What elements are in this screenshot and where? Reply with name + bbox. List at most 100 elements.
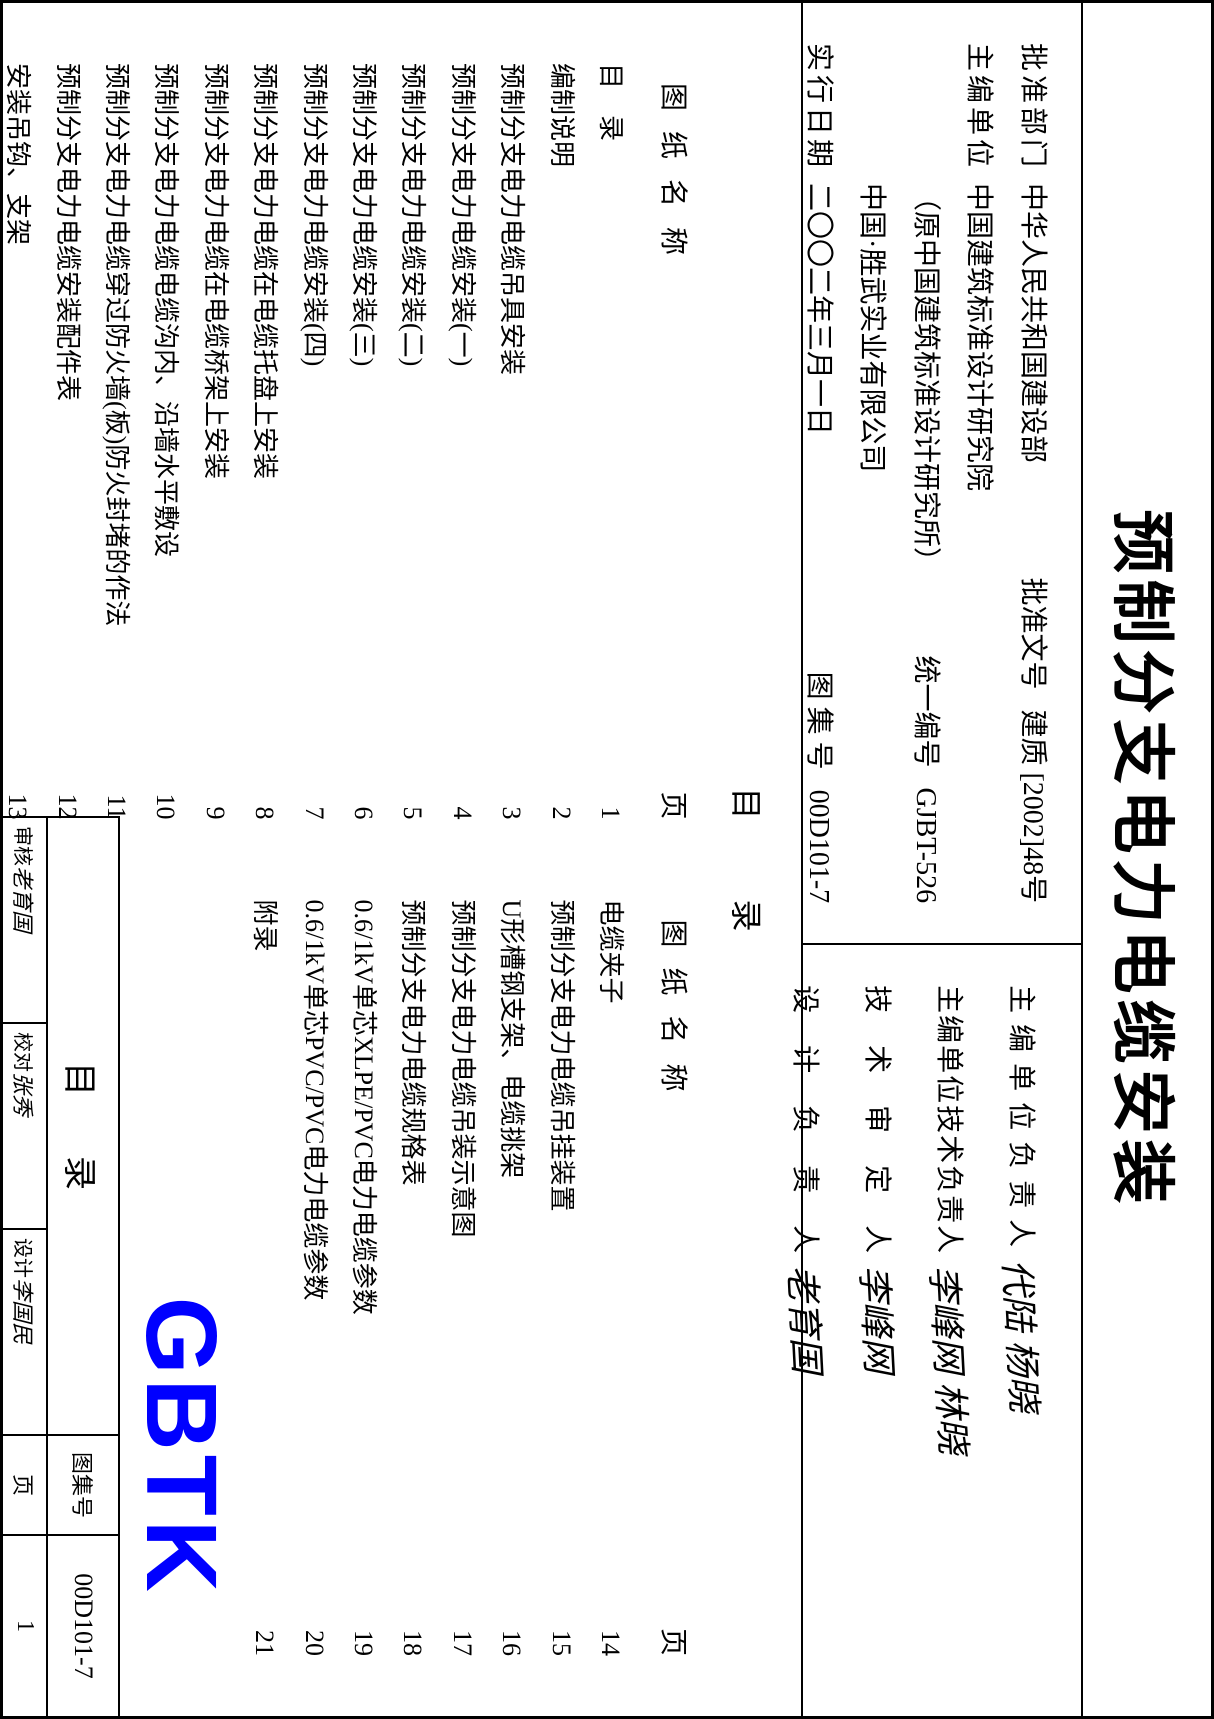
toc-row: 预制分支电力电缆吊挂装置15 [536, 900, 585, 1657]
toc-row: 安装吊钩、支架13 [0, 63, 42, 820]
toc-row: 目 录1 [586, 63, 635, 820]
approval-no-label: 批准文号 [1008, 577, 1056, 689]
editor-unit-label: 主编单位 [955, 43, 1003, 183]
watermark: GBTK [123, 1297, 238, 1596]
main-title: 预制分支电力电缆安装 [1101, 510, 1193, 1210]
toc-col-left: 图纸名称 页 目 录1编制说明2预制分支电力电缆吊具安装3预制分支电力电缆安装(… [0, 63, 695, 820]
toc-row: 0.6/1kV单芯PVC/PVC电力电缆参数20 [289, 900, 338, 1657]
editor-unit-row3: 中国·胜武实业有限公司 [848, 43, 896, 903]
exec-date-row: 实行日期 二〇〇二年三月一日 图 集 号 00D101-7 [794, 43, 842, 903]
atlas-no-value: 00D101-7 [794, 790, 842, 904]
footer-atlas-label: 图集号 [48, 1436, 118, 1536]
signature-3: 李峰网 [837, 1263, 915, 1375]
toc-row: 预制分支电力电缆电缆沟内、沿墙水平敷设10 [141, 63, 190, 820]
toc-item-page: 12 [42, 760, 91, 820]
info-section: 批准部门 中华人民共和国建设部 批准文号 建质 [2002]48号 主编单位 中… [801, 3, 1081, 1716]
toc-row: 预制分支电力电缆安装(二)5 [388, 63, 437, 820]
editor-unit-value3: 中国·胜武实业有限公司 [848, 183, 896, 903]
toc-item-page: 11 [92, 760, 141, 820]
toc-row: 预制分支电力电缆吊装示意图17 [437, 900, 486, 1657]
footer-sig1-label: 审核 [10, 826, 39, 866]
toc-title: 目录 [725, 63, 771, 1656]
blank-label [901, 43, 949, 183]
toc-item-name: 预制分支电力电缆安装(一) [437, 63, 486, 760]
page-border: 预制分支电力电缆安装 批准部门 中华人民共和国建设部 批准文号 建质 [2002… [0, 0, 1214, 1719]
toc-item-name: 预制分支电力电缆电缆沟内、沿墙水平敷设 [141, 63, 190, 760]
toc-item-name: 预制分支电力电缆吊具安装 [487, 63, 536, 760]
toc-item-name: 电缆夹子 [586, 900, 635, 1597]
toc-item-name: 预制分支电力电缆安装(四) [289, 63, 338, 760]
document-page: 预制分支电力电缆安装 批准部门 中华人民共和国建设部 批准文号 建质 [2002… [0, 0, 1214, 1719]
toc-item-name: U形槽钢支架、电缆挑架 [487, 900, 536, 1597]
toc-header-right: 图纸名称 页 [655, 900, 695, 1657]
toc-item-page: 7 [289, 760, 338, 820]
toc-item-page: 4 [437, 760, 486, 820]
toc-item-name: 预制分支电力电缆规格表 [388, 900, 437, 1597]
unified-no-label: 统一编号 [901, 655, 949, 767]
signature-2: 李峰网 林晓 [907, 1263, 989, 1456]
toc-item-page: 8 [240, 760, 289, 820]
toc-header-name-left: 图纸名称 [655, 63, 695, 760]
toc-item-name: 预制分支电力电缆安装(三) [339, 63, 388, 760]
toc-row: U形槽钢支架、电缆挑架16 [487, 900, 536, 1657]
toc-header-name-right: 图纸名称 [655, 900, 695, 1597]
toc-item-page: 5 [388, 760, 437, 820]
toc-item-page: 19 [339, 1596, 388, 1656]
toc-item-name: 安装吊钩、支架 [0, 63, 42, 760]
toc-header-page-right: 页 [655, 1596, 695, 1656]
footer-top: 目录 图集号 00D101-7 [48, 818, 118, 1716]
approval-dept-value: 中华人民共和国建设部 [1008, 183, 1056, 537]
toc-item-page: 15 [536, 1596, 585, 1656]
toc-row: 附录21 [240, 900, 289, 1657]
exec-date-label: 实行日期 [794, 43, 842, 183]
toc-row: 0.6/1kV单芯XLPE/PVC电力电缆参数19 [339, 900, 388, 1657]
footer-box: 目录 图集号 00D101-7 审核 老育国 校对 张秀 设计 李国民 [3, 816, 120, 1716]
toc-item-page: 16 [487, 1596, 536, 1656]
footer-sig1-value: 老育国 [9, 866, 41, 932]
toc-row: 预制分支电力电缆在电缆桥架上安装9 [190, 63, 239, 820]
atlas-no-label: 图 集 号 [794, 672, 842, 770]
footer-sig2: 校对 张秀 [3, 1024, 46, 1230]
toc-row: 预制分支电力电缆规格表18 [388, 900, 437, 1657]
toc-item-page: 14 [586, 1596, 635, 1656]
toc-row: 电缆夹子14 [586, 900, 635, 1657]
signature-1: 代陆 杨晓 [980, 1257, 1060, 1414]
sig-row-3: 技 术 审 定 人 李峰网 [840, 985, 912, 1676]
footer-sig3-label: 设计 [10, 1238, 39, 1278]
toc-item-page: 21 [240, 1596, 289, 1656]
toc-row: 预制分支电力电缆穿过防火墙(板)防火封堵的作法11 [92, 63, 141, 820]
toc-item-page: 18 [388, 1596, 437, 1656]
sig-label-3: 技 术 审 定 人 [848, 985, 904, 1255]
toc-item-name: 预制分支电力电缆吊装示意图 [437, 900, 486, 1597]
approval-dept-label: 批准部门 [1008, 43, 1056, 183]
toc-item-name: 0.6/1kV单芯XLPE/PVC电力电缆参数 [339, 900, 388, 1597]
toc-item-name: 编制说明 [536, 63, 585, 760]
toc-item-page: 13 [0, 760, 42, 820]
exec-date-value: 二〇〇二年三月一日 [794, 183, 842, 632]
toc-row: 预制分支电力电缆安装(三)6 [339, 63, 388, 820]
editor-unit-row2: （原中国建筑标准设计研究所） 统一编号 GJBT-526 [901, 43, 949, 903]
footer-sig1: 审核 老育国 [3, 818, 46, 1024]
footer-sig2-value: 张秀 [9, 1072, 41, 1116]
toc-item-name: 预制分支电力电缆安装(二) [388, 63, 437, 760]
footer-sig3-value: 李国民 [9, 1278, 41, 1344]
title-bar: 预制分支电力电缆安装 [1081, 3, 1211, 1716]
toc-header-page-left: 页 [655, 760, 695, 820]
toc-item-name: 附录 [240, 900, 289, 1597]
toc-row: 预制分支电力电缆吊具安装3 [487, 63, 536, 820]
blank-label2 [848, 43, 896, 183]
sig-label-2: 主编单位技术负责人 [920, 985, 976, 1255]
toc-item-page: 9 [190, 760, 239, 820]
footer-page-no: 1 [3, 1536, 46, 1716]
toc-row: 编制说明2 [536, 63, 585, 820]
approval-no-value: 建质 [2002]48号 [1008, 709, 1056, 903]
unified-no-value: GJBT-526 [901, 787, 949, 903]
toc-item-name: 预制分支电力电缆穿过防火墙(板)防火封堵的作法 [92, 63, 141, 760]
toc-item-name: 预制分支电力电缆吊挂装置 [536, 900, 585, 1597]
toc-item-page: 10 [141, 760, 190, 820]
toc-row: 预制分支电力电缆安装配件表12 [42, 63, 91, 820]
footer-page-label: 页 [3, 1436, 46, 1536]
toc-row: 预制分支电力电缆安装(一)4 [437, 63, 486, 820]
sig-label-1: 主 编 单 位 负 责 人 [992, 985, 1048, 1249]
toc-item-name: 预制分支电力电缆安装配件表 [42, 63, 91, 760]
